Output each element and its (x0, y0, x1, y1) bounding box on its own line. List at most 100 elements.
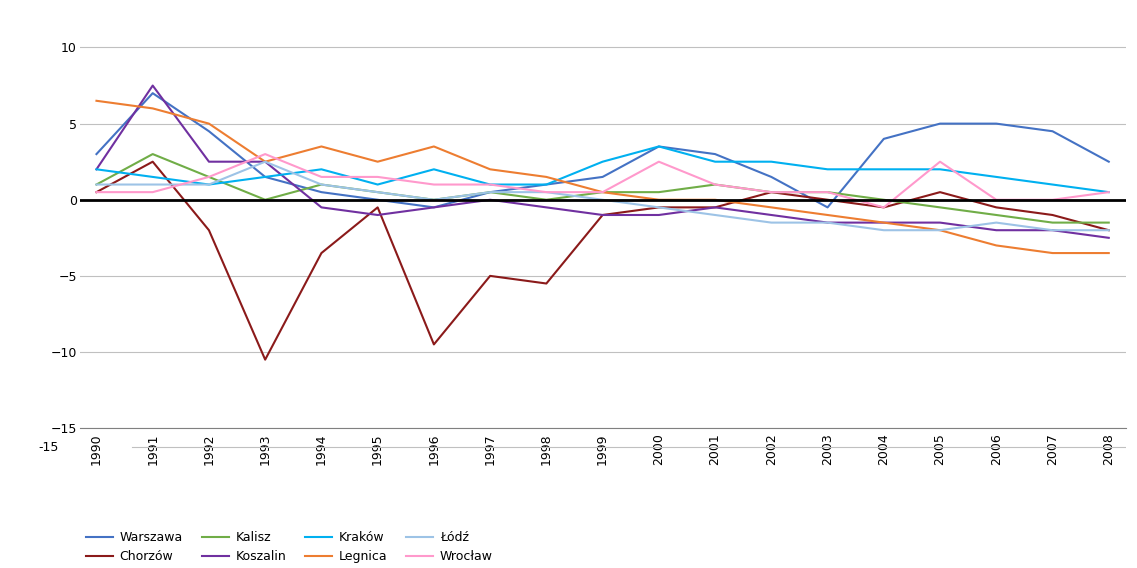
Kalisz (315, 181, 329, 188)
Łódź (821, 219, 835, 226)
Warszawa (821, 204, 835, 211)
Line: Warszawa: Warszawa (97, 93, 1109, 207)
Legnica (146, 105, 159, 112)
Warszawa (146, 90, 159, 97)
Koszalin (1046, 227, 1060, 233)
Koszalin (483, 197, 497, 203)
Wrocław (821, 189, 835, 195)
Kraków (1046, 181, 1060, 188)
Legnica (371, 158, 384, 165)
Kalisz (708, 181, 722, 188)
Chorzów (652, 204, 665, 211)
Wrocław (258, 151, 272, 157)
Koszalin (146, 82, 159, 89)
Koszalin (877, 219, 890, 226)
Kalisz (652, 189, 665, 195)
Koszalin (428, 204, 441, 211)
Chorzów (202, 227, 216, 233)
Kraków (1102, 189, 1115, 195)
Kraków (315, 166, 329, 173)
Legnica (708, 197, 722, 203)
Kraków (540, 181, 554, 188)
Kalisz (989, 212, 1003, 219)
Warszawa (202, 128, 216, 135)
Warszawa (877, 135, 890, 142)
Chorzów (1102, 227, 1115, 233)
Koszalin (315, 204, 329, 211)
Legnica (989, 242, 1003, 249)
Wrocław (596, 189, 609, 195)
Warszawa (483, 189, 497, 195)
Kalisz (1046, 219, 1060, 226)
Chorzów (258, 356, 272, 363)
Legnica (202, 120, 216, 127)
Kalisz (540, 197, 554, 203)
Kraków (90, 166, 103, 173)
Kalisz (596, 189, 609, 195)
Kraków (146, 173, 159, 180)
Wrocław (540, 189, 554, 195)
Legnica (821, 212, 835, 219)
Line: Chorzów: Chorzów (97, 162, 1109, 360)
Koszalin (652, 212, 665, 219)
Kalisz (877, 197, 890, 203)
Kalisz (933, 204, 947, 211)
Kalisz (202, 173, 216, 180)
Line: Legnica: Legnica (97, 101, 1109, 253)
Koszalin (764, 212, 778, 219)
Chorzów (428, 341, 441, 348)
Łódź (90, 181, 103, 188)
Kraków (652, 143, 665, 150)
Wrocław (428, 181, 441, 188)
Wrocław (146, 189, 159, 195)
Kraków (821, 166, 835, 173)
Warszawa (540, 181, 554, 188)
Legnica (540, 173, 554, 180)
Legnica (877, 219, 890, 226)
Kalisz (821, 189, 835, 195)
Legnica (1102, 250, 1115, 257)
Łódź (146, 181, 159, 188)
Koszalin (1102, 235, 1115, 241)
Warszawa (652, 143, 665, 150)
Kalisz (371, 189, 384, 195)
Warszawa (90, 151, 103, 157)
Wrocław (90, 189, 103, 195)
Chorzów (596, 212, 609, 219)
Koszalin (596, 212, 609, 219)
Wrocław (202, 173, 216, 180)
Legnica (1046, 250, 1060, 257)
Warszawa (371, 197, 384, 203)
Chorzów (933, 189, 947, 195)
Łódź (202, 181, 216, 188)
Chorzów (877, 204, 890, 211)
Legnica (596, 189, 609, 195)
Kalisz (90, 181, 103, 188)
Kalisz (483, 189, 497, 195)
Łódź (483, 189, 497, 195)
Koszalin (371, 212, 384, 219)
Wrocław (483, 181, 497, 188)
Kraków (708, 158, 722, 165)
Kalisz (1102, 219, 1115, 226)
Koszalin (90, 166, 103, 173)
Chorzów (821, 197, 835, 203)
Wrocław (1046, 197, 1060, 203)
Łódź (371, 189, 384, 195)
Łódź (1102, 227, 1115, 233)
Kraków (989, 173, 1003, 180)
Wrocław (989, 197, 1003, 203)
Kraków (428, 166, 441, 173)
Chorzów (146, 158, 159, 165)
Łódź (933, 227, 947, 233)
Chorzów (371, 204, 384, 211)
Warszawa (764, 173, 778, 180)
Kraków (764, 158, 778, 165)
Kraków (371, 181, 384, 188)
Łódź (708, 212, 722, 219)
Line: Koszalin: Koszalin (97, 86, 1109, 238)
Chorzów (989, 204, 1003, 211)
Warszawa (989, 120, 1003, 127)
Koszalin (258, 158, 272, 165)
Wrocław (652, 158, 665, 165)
